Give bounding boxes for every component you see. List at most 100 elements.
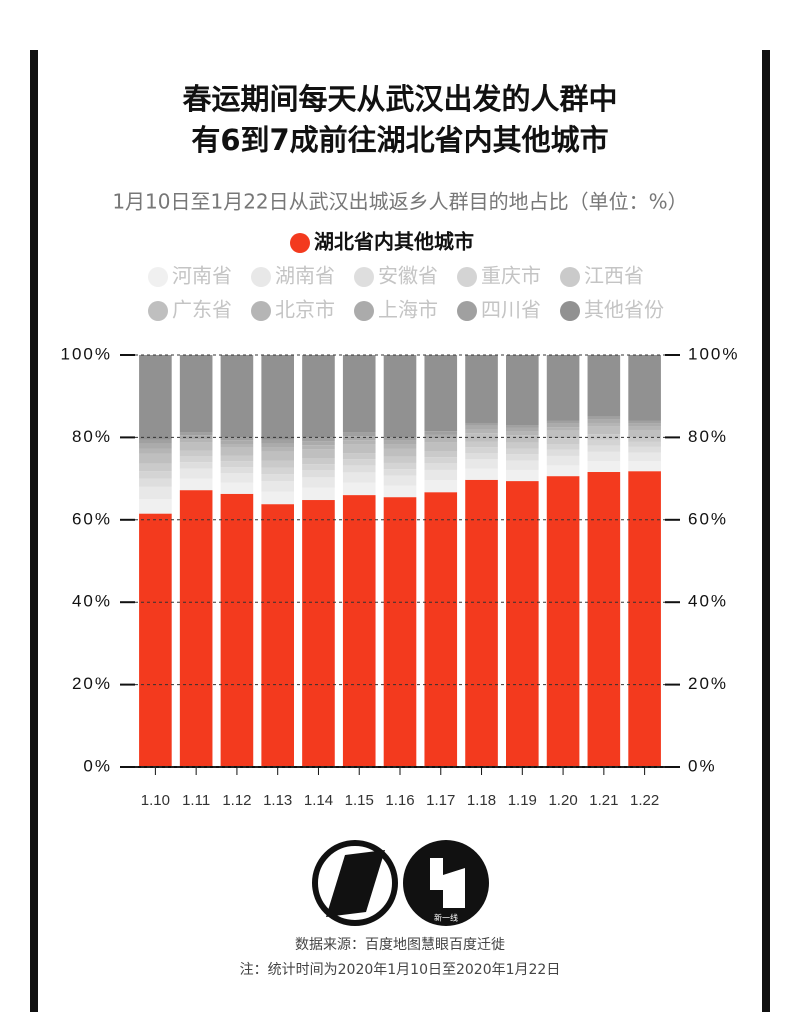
bar-segment	[220, 443, 254, 448]
bar-segment	[424, 469, 458, 481]
bar-segment	[139, 355, 172, 440]
legend-marker	[148, 301, 168, 321]
bar-segment	[424, 355, 458, 432]
logo: 新一线	[312, 840, 489, 926]
bar-segment	[628, 426, 661, 430]
bar-segment	[220, 482, 254, 494]
x-tick-label: 1.17	[426, 792, 455, 809]
bar-segment	[342, 495, 376, 767]
bar-segment	[261, 355, 294, 440]
bar-segment	[587, 461, 621, 473]
bar-segment	[506, 481, 539, 767]
bar-segment	[587, 419, 621, 423]
bar-segment	[383, 444, 417, 449]
bar-segment	[465, 479, 498, 767]
y2-tick-label: 60%	[688, 509, 728, 528]
bar-segment	[302, 445, 335, 450]
bar-segment	[139, 453, 172, 464]
bar-segment	[139, 478, 172, 487]
bar-segment	[628, 423, 661, 427]
logo-text: 新一线	[434, 913, 458, 923]
bar-segment	[424, 492, 458, 767]
bar-segment	[179, 439, 213, 443]
bar-segment	[546, 423, 580, 428]
bar-segment	[628, 461, 661, 472]
bar-segment	[220, 473, 254, 483]
source: 数据来源：百度地图慧眼百度迁徙	[295, 937, 505, 953]
legend-label: 北京市	[275, 298, 335, 322]
legend-marker	[560, 267, 580, 287]
bar-segment	[139, 486, 172, 500]
y2-tick-label: 40%	[688, 592, 728, 611]
bar-segment	[465, 433, 498, 442]
bar-segment	[424, 463, 458, 470]
legend-marker	[354, 267, 374, 287]
bar-segment	[628, 355, 661, 421]
legend-label: 江西省	[584, 264, 644, 288]
bar-segment	[587, 451, 621, 462]
x-tick-label: 1.20	[548, 792, 577, 809]
bar-segment	[506, 454, 539, 461]
bar-segment	[383, 448, 417, 457]
bar-segment	[465, 425, 498, 430]
x-tick-label: 1.11	[182, 792, 210, 809]
bar-segment	[424, 434, 458, 439]
bar-segment	[546, 476, 580, 767]
bar-segment	[302, 500, 335, 767]
bar-segment	[179, 432, 213, 436]
bar-segment	[220, 440, 254, 444]
bar-segment	[261, 467, 294, 475]
legend-label: 上海市	[378, 298, 438, 322]
frame-left	[30, 50, 38, 1012]
bar-segment	[383, 440, 417, 445]
bar-segment	[302, 449, 335, 458]
bar-segment	[139, 471, 172, 479]
bar-segment	[342, 444, 376, 454]
bar-segment	[424, 438, 458, 443]
y-tick-label: 80%	[72, 427, 112, 446]
bar-segment	[179, 456, 213, 463]
bar-segment	[383, 462, 417, 470]
bar-segment	[342, 472, 376, 483]
x-tick-label: 1.21	[589, 792, 618, 809]
legend-label: 安徽省	[378, 264, 438, 288]
bar-segment	[465, 468, 498, 480]
legend-marker	[290, 233, 310, 253]
y2-tick-label: 0%	[688, 756, 717, 775]
bar-segment	[220, 467, 254, 474]
bar-segment	[506, 355, 539, 426]
bar-segment	[302, 477, 335, 488]
bar-segment	[465, 459, 498, 469]
bar-segment	[302, 470, 335, 478]
bar-segment	[342, 440, 376, 445]
bar-segment	[383, 456, 417, 463]
bar-segment	[261, 460, 294, 468]
bar-segment	[506, 460, 539, 470]
bar-segment	[383, 355, 417, 438]
bar-segment	[302, 458, 335, 465]
bar-segment	[587, 426, 621, 435]
bar-segment	[261, 491, 294, 505]
bar-segment	[506, 469, 539, 482]
bar-segment	[465, 441, 498, 448]
bar-segment	[465, 453, 498, 460]
bar-segment	[546, 449, 580, 456]
bar-segment	[261, 474, 294, 482]
bar-segment	[587, 422, 621, 427]
bar-segment	[179, 490, 213, 767]
y2-tick-label: 100%	[688, 344, 739, 363]
x-tick-label: 1.14	[304, 792, 333, 809]
bar-segment	[506, 448, 539, 455]
bar-segment	[261, 443, 294, 448]
bar-segment	[179, 478, 213, 491]
bar-segment	[546, 420, 580, 424]
bar-segment	[587, 355, 621, 417]
bar-segment	[424, 457, 458, 464]
bar-segment	[179, 450, 213, 457]
bar-segment	[506, 435, 539, 443]
bar-segment	[546, 355, 580, 421]
bar-segment	[424, 431, 458, 435]
legend-label: 河南省	[172, 264, 232, 288]
y-tick-label: 100%	[61, 344, 112, 363]
